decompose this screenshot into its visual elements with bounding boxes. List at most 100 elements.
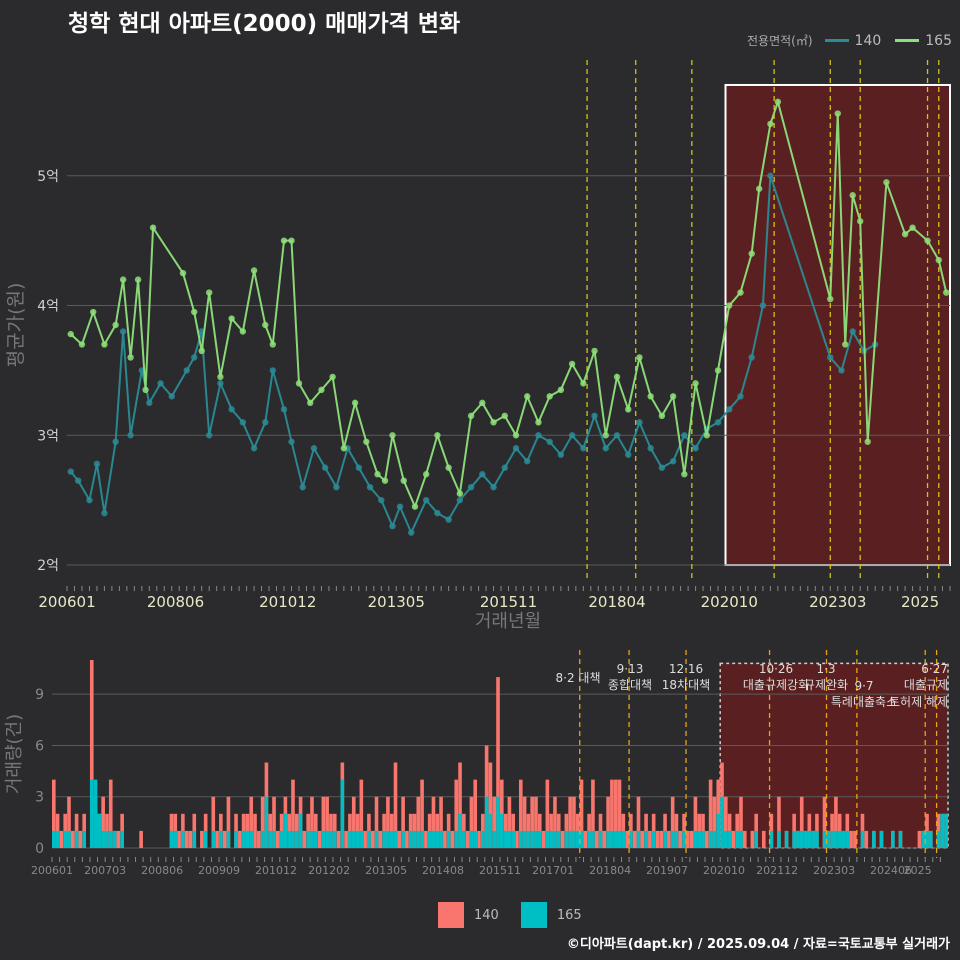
volume-x-tick-label: 201804 (589, 864, 631, 877)
price-x-axis-title: 거래년월 (475, 611, 541, 632)
volume-annotation: 9·7 특례대출축소 (831, 679, 897, 709)
price-point-165 (250, 267, 258, 274)
price-point-165 (774, 98, 782, 106)
price-point-165 (295, 380, 303, 387)
volume-bar-140 (355, 813, 360, 848)
volume-bar-140 (268, 813, 273, 848)
volume-bar-165 (268, 830, 273, 848)
volume-bar-165 (682, 830, 686, 848)
volume-bar-140 (351, 796, 356, 848)
price-point-165 (658, 412, 666, 420)
price-x-tick-label: 2025 (901, 593, 939, 611)
volume-bar-140 (238, 830, 242, 848)
volume-bar-165 (488, 813, 493, 848)
price-point-165 (205, 289, 213, 296)
volume-bar-140 (564, 813, 569, 848)
volume-annotation: 1·3 규제완화 (804, 662, 848, 692)
volume-bar-165 (431, 830, 436, 848)
volume-bar-165 (792, 830, 796, 848)
price-point-165 (490, 419, 497, 426)
volume-x-tick-label: 200703 (84, 864, 126, 877)
price-point-140 (838, 367, 845, 374)
volume-bar-165 (518, 830, 523, 848)
volume-bar-140 (359, 779, 364, 848)
volume-bar-140 (454, 779, 459, 848)
price-point-140 (445, 516, 452, 523)
price-point-165 (613, 373, 621, 381)
volume-bar-165 (735, 830, 739, 848)
price-point-140 (535, 432, 542, 439)
volume-bar-140 (769, 813, 774, 848)
volume-bar-165 (898, 830, 903, 848)
volume-bar-140 (344, 830, 348, 848)
price-point-165 (546, 393, 553, 400)
legend-item-165: 165 (925, 32, 952, 49)
price-point-140 (714, 419, 722, 426)
volume-bar-165 (112, 830, 117, 848)
volume-bar-140 (629, 813, 633, 848)
price-point-140 (119, 328, 127, 335)
volume-bar-165 (52, 830, 56, 848)
bar-legend-item-165: 165 (556, 907, 582, 923)
price-point-165 (363, 438, 370, 445)
volume-bar-165 (241, 830, 246, 848)
price-point-140 (456, 496, 464, 504)
price-point-165 (857, 218, 864, 225)
price-x-tick-label: 200806 (147, 593, 204, 611)
volume-bar-140 (249, 796, 254, 848)
volume-bar-140 (511, 813, 515, 848)
price-point-140 (191, 354, 198, 361)
volume-bar-140 (169, 813, 174, 848)
volume-bar-165 (264, 796, 269, 848)
price-point-165 (198, 347, 205, 355)
volume-annotation: 12·16 18차대책 (662, 662, 710, 692)
volume-bar-140 (526, 813, 531, 848)
price-point-165 (755, 185, 763, 192)
volume-bar-165 (784, 830, 789, 848)
volume-bar-140 (260, 796, 265, 848)
volume-bar-140 (253, 813, 257, 848)
price-point-165 (288, 237, 295, 244)
volume-bar-165 (169, 830, 174, 848)
volume-bar-165 (803, 830, 808, 848)
volume-bar-165 (796, 830, 800, 848)
volume-bar-140 (435, 813, 440, 848)
volume-bar-165 (332, 830, 337, 848)
volume-bar-165 (621, 830, 626, 848)
volume-bar-140 (860, 813, 865, 848)
price-y-tick-label: 5억 (37, 169, 59, 185)
price-point-140 (849, 328, 856, 335)
volume-bar-165 (291, 830, 295, 848)
volume-bar-165 (503, 830, 508, 848)
price-y-axis-title: 평균가(원) (5, 283, 27, 368)
price-point-165 (269, 341, 276, 348)
volume-bar-140 (389, 813, 394, 848)
price-point-140 (389, 522, 396, 530)
volume-bar-140 (496, 677, 500, 848)
volume-bar-165 (93, 779, 98, 848)
volume-bar-140 (705, 830, 709, 848)
price-point-140 (490, 483, 497, 491)
volume-bar-165 (754, 830, 758, 848)
volume-bar-165 (348, 830, 352, 848)
legend-title: 전용면적(㎡) (747, 34, 813, 48)
volume-bar-165 (670, 830, 675, 848)
volume-bar-140 (222, 830, 227, 848)
price-y-tick-label: 4억 (37, 299, 59, 315)
price-point-165 (535, 419, 542, 426)
volume-bar-165 (120, 830, 124, 848)
volume-bar-165 (940, 813, 945, 848)
volume-y-tick-label: 0 (35, 841, 44, 857)
volume-bar-140 (575, 813, 580, 848)
volume-bar-165 (598, 830, 603, 848)
volume-bar-140 (845, 813, 850, 848)
volume-bar-165 (101, 830, 105, 848)
volume-bar-140 (74, 813, 79, 848)
volume-bar-140 (116, 830, 121, 848)
price-point-165 (714, 367, 722, 374)
volume-bar-165 (697, 830, 702, 848)
price-point-140 (262, 419, 269, 426)
price-point-140 (580, 445, 587, 452)
price-point-140 (613, 432, 621, 439)
